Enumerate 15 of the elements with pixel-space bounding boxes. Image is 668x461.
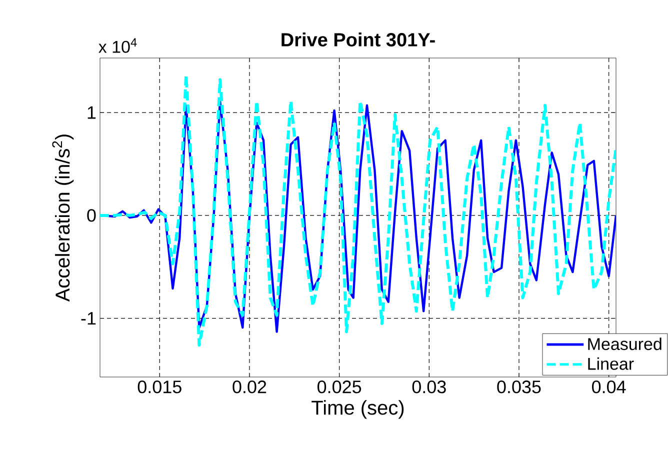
legend-label: Measured [588, 338, 662, 350]
x-tick-label: 0.03 [412, 380, 446, 394]
legend-label: Linear [588, 357, 634, 370]
chart-title: Drive Point 301Y- [282, 32, 435, 47]
text: x 10$^{4}$ [98, 38, 137, 53]
x-tick-label: 0.035 [497, 380, 541, 394]
y-tick-label: -1 [81, 312, 96, 325]
x-tick-label: 0.02 [232, 380, 266, 394]
y-tick-label: 1 [88, 106, 96, 119]
x-tick-label: 0.04 [592, 380, 626, 394]
x-axis-title: Time (sec) [312, 400, 404, 419]
x-tick-label: 0.025 [318, 380, 362, 394]
y-axis-title: Acceleration (in/s$^{2}$) [52, 134, 74, 302]
y-tick-label: 0 [87, 209, 96, 222]
x-tick-label: 0.015 [138, 380, 182, 394]
